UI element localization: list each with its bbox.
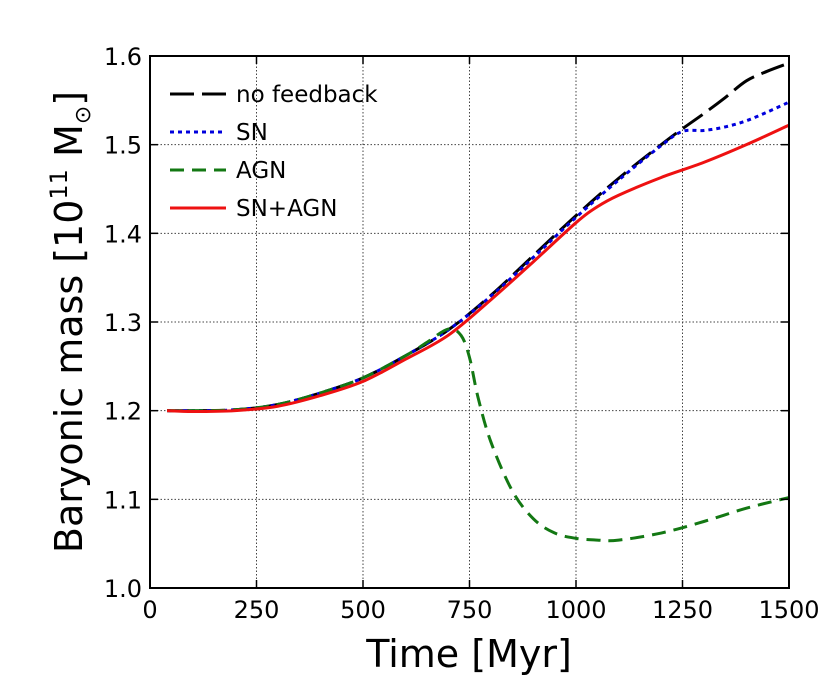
axis-ticks: 0 250 500 750 1000 1250 1500 1.0 1.1 1.2 1.3 1.4 1.5… [104, 43, 820, 624]
y-tick-label: 1.2 [104, 398, 142, 426]
series-line-no-feedback [167, 61, 790, 413]
series-line-sn [167, 100, 790, 413]
x-tick-label: 1000 [545, 596, 606, 624]
y-axis-label-exponent: 11 [45, 169, 73, 200]
y-tick-label: 1.5 [104, 132, 142, 160]
sun-symbol-icon: ⊙ [71, 106, 96, 124]
y-tick-label: 1.4 [104, 220, 142, 248]
y-axis-label-suffix: ] [47, 91, 91, 106]
y-axis-label: Baryonic mass [1011 M⊙] [45, 91, 96, 553]
series-line-sn-agn [166, 123, 790, 414]
series-lines [166, 61, 790, 543]
x-tick-label: 500 [340, 596, 386, 624]
y-axis-label-prefix: Baryonic mass [10 [47, 200, 91, 554]
x-tick-label: 750 [447, 596, 493, 624]
y-tick-label: 1.1 [104, 486, 142, 514]
legend-label: SN [236, 120, 268, 146]
x-tick-label: 1500 [758, 596, 819, 624]
legend: no feedback SN AGN SN+AGN [170, 82, 378, 222]
grid-lines [150, 56, 789, 588]
y-tick-label: 1.3 [104, 309, 142, 337]
legend-label: AGN [236, 158, 286, 184]
legend-label: no feedback [236, 82, 378, 108]
y-axis-label-unit: M [47, 124, 91, 169]
x-tick-label: 1250 [652, 596, 713, 624]
y-tick-label: 1.6 [104, 43, 142, 71]
x-tick-label: 250 [234, 596, 280, 624]
y-tick-label: 1.0 [104, 575, 142, 603]
legend-label: SN+AGN [236, 196, 337, 222]
x-tick-label: 0 [142, 596, 157, 624]
x-axis-label: Time [Myr] [365, 632, 572, 676]
series-line-agn [167, 327, 790, 543]
